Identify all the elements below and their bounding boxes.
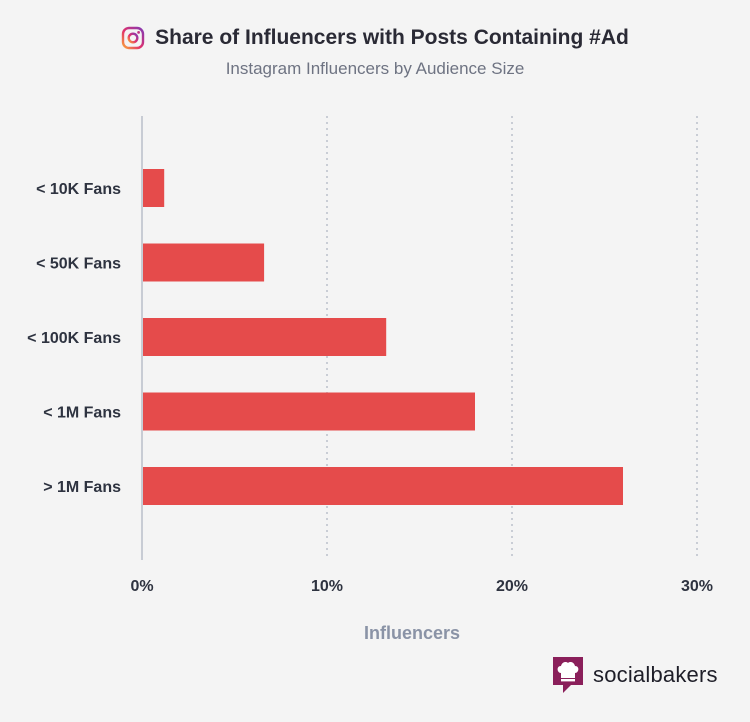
- category-label: > 1M Fans: [43, 479, 121, 496]
- chart-header: Share of Influencers with Posts Containi…: [0, 26, 750, 79]
- bar: [143, 467, 623, 505]
- brand-logo: socialbakers: [551, 655, 718, 695]
- category-label: < 100K Fans: [27, 330, 121, 347]
- category-label: < 10K Fans: [36, 181, 121, 198]
- x-tick-label: 30%: [681, 578, 713, 595]
- bar: [143, 392, 475, 431]
- chart-subtitle: Instagram Influencers by Audience Size: [225, 59, 525, 78]
- socialbakers-chef-hat-icon: [553, 657, 583, 693]
- bar: [143, 243, 265, 282]
- category-labels: < 10K Fans < 50K Fans < 100K Fans < 1M Fans…: [27, 181, 121, 496]
- brand-name: socialbakers: [593, 662, 718, 687]
- x-axis-label: Influencers: [364, 623, 460, 643]
- bar: [143, 318, 387, 356]
- category-label: < 50K Fans: [36, 256, 121, 273]
- x-tick-labels: 0% 10% 20% 30%: [130, 578, 713, 595]
- bar: [143, 169, 165, 207]
- x-tick-label: 20%: [496, 578, 528, 595]
- instagram-icon: [121, 26, 145, 50]
- x-tick-label: 0%: [130, 578, 153, 595]
- bar-chart: < 10K Fans < 50K Fans < 100K Fans < 1M Fans…: [27, 116, 713, 643]
- x-tick-label: 10%: [311, 578, 343, 595]
- bars: [143, 169, 623, 505]
- chart-title: Share of Influencers with Posts Containi…: [155, 26, 629, 49]
- title-row: Share of Influencers with Posts Containi…: [0, 26, 750, 50]
- category-label: < 1M Fans: [43, 405, 121, 422]
